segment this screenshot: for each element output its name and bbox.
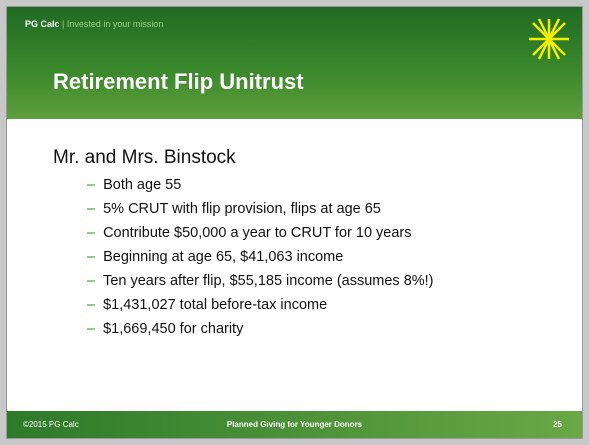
page-number: 25	[553, 420, 562, 429]
bullet-text: Contribute $50,000 a year to CRUT for 10…	[103, 225, 412, 241]
copyright: ©2015 PG Calc	[23, 420, 79, 429]
bullet-list: – Both age 55–5% CRUT with flip provision…	[53, 173, 434, 341]
dash: –	[87, 321, 96, 337]
bullet: – Both age 55	[87, 173, 434, 197]
brand-line: PG Calc | Invested in your mission	[25, 19, 163, 29]
dash: –	[87, 225, 96, 241]
bullet: – Ten years after flip, $55,185 income (a…	[87, 269, 434, 293]
bullet: – Contribute $50,000 a year to CRUT for 1…	[87, 221, 434, 245]
bullet: –5% CRUT with flip provision, flips at a…	[87, 197, 434, 221]
dash: –	[87, 297, 96, 313]
bullet: – $1,431,027 total before-tax income	[87, 293, 434, 317]
bullet: – $1,669,450 for charity	[87, 317, 434, 341]
bullet-text: Both age 55	[103, 177, 182, 193]
dash: –	[87, 177, 96, 193]
footer: ©2015 PG Calc Planned Giving for Younger…	[7, 411, 582, 438]
slide: PG Calc | Invested in your mission Retir…	[6, 6, 583, 439]
heading: Mr. and Mrs. Binstock	[53, 147, 236, 168]
tagline: Invested in your mission	[66, 19, 164, 29]
bullet-text: $1,431,027 total before-tax income	[103, 297, 328, 313]
bullet-text: Beginning at age 65, $41,063 income	[103, 249, 344, 265]
dash: –	[87, 201, 96, 217]
bullet: – Beginning at age 65, $41,063 income	[87, 245, 434, 269]
header: PG Calc | Invested in your mission Retir…	[7, 7, 582, 119]
dash: –	[87, 249, 96, 265]
brand: PG Calc	[25, 19, 60, 29]
content: Mr. and Mrs. Binstock – Both age 55–5% CR…	[53, 147, 434, 341]
bullet-text: 5% CRUT with flip provision, flips at ag…	[103, 201, 381, 217]
footer-title: Planned Giving for Younger Donors	[226, 420, 363, 429]
slide-title: Retirement Flip Unitrust	[53, 69, 304, 94]
bullet-text: $1,669,450 for charity	[103, 321, 244, 337]
separator: |	[62, 19, 65, 29]
bullet-text: Ten years after flip, $55,185 income (as…	[103, 273, 434, 289]
sun-icon	[529, 18, 569, 60]
dash: –	[87, 273, 96, 289]
